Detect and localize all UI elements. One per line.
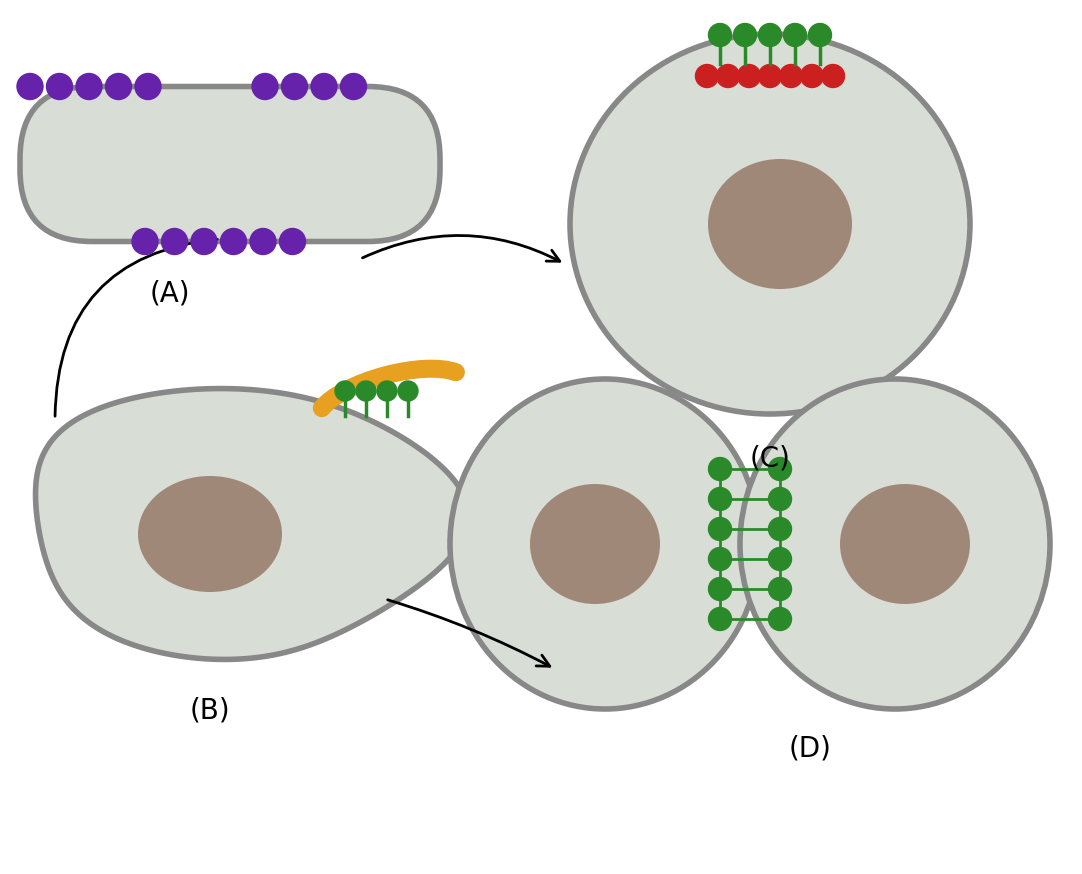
Circle shape (709, 24, 731, 46)
Circle shape (768, 607, 792, 630)
FancyArrowPatch shape (362, 235, 559, 261)
Text: (C): (C) (750, 444, 791, 472)
Circle shape (311, 73, 337, 100)
Circle shape (734, 24, 756, 46)
Circle shape (768, 547, 792, 571)
FancyArrowPatch shape (387, 600, 550, 666)
Circle shape (47, 73, 72, 100)
Circle shape (76, 73, 102, 100)
Circle shape (709, 488, 731, 510)
Polygon shape (36, 389, 469, 659)
Circle shape (132, 228, 158, 254)
Circle shape (768, 488, 792, 510)
Circle shape (801, 65, 823, 87)
Circle shape (758, 65, 781, 87)
Circle shape (17, 73, 43, 100)
Circle shape (221, 228, 247, 254)
Circle shape (279, 228, 305, 254)
FancyBboxPatch shape (19, 87, 440, 241)
Circle shape (716, 65, 739, 87)
Circle shape (738, 65, 761, 87)
Circle shape (335, 381, 355, 401)
Ellipse shape (708, 159, 852, 289)
Ellipse shape (138, 476, 282, 592)
Circle shape (758, 24, 781, 46)
Circle shape (808, 24, 831, 46)
Text: (B): (B) (189, 697, 230, 725)
Circle shape (768, 578, 792, 600)
Circle shape (696, 65, 718, 87)
Circle shape (377, 381, 397, 401)
Circle shape (768, 457, 792, 481)
Circle shape (821, 65, 844, 87)
Circle shape (709, 457, 731, 481)
Circle shape (161, 228, 187, 254)
Circle shape (356, 381, 377, 401)
Circle shape (106, 73, 132, 100)
Circle shape (709, 517, 731, 540)
Ellipse shape (570, 34, 969, 414)
Circle shape (341, 73, 367, 100)
Text: (D): (D) (789, 734, 831, 762)
Text: (A): (A) (149, 280, 190, 308)
Circle shape (398, 381, 418, 401)
Circle shape (192, 228, 217, 254)
Circle shape (252, 73, 278, 100)
Circle shape (783, 24, 806, 46)
Circle shape (709, 607, 731, 630)
Circle shape (281, 73, 307, 100)
Circle shape (709, 547, 731, 571)
Circle shape (709, 578, 731, 600)
Ellipse shape (530, 484, 660, 604)
Circle shape (250, 228, 276, 254)
Circle shape (779, 65, 803, 87)
Circle shape (135, 73, 161, 100)
Ellipse shape (840, 484, 969, 604)
Ellipse shape (450, 379, 760, 709)
Ellipse shape (740, 379, 1050, 709)
Circle shape (768, 517, 792, 540)
